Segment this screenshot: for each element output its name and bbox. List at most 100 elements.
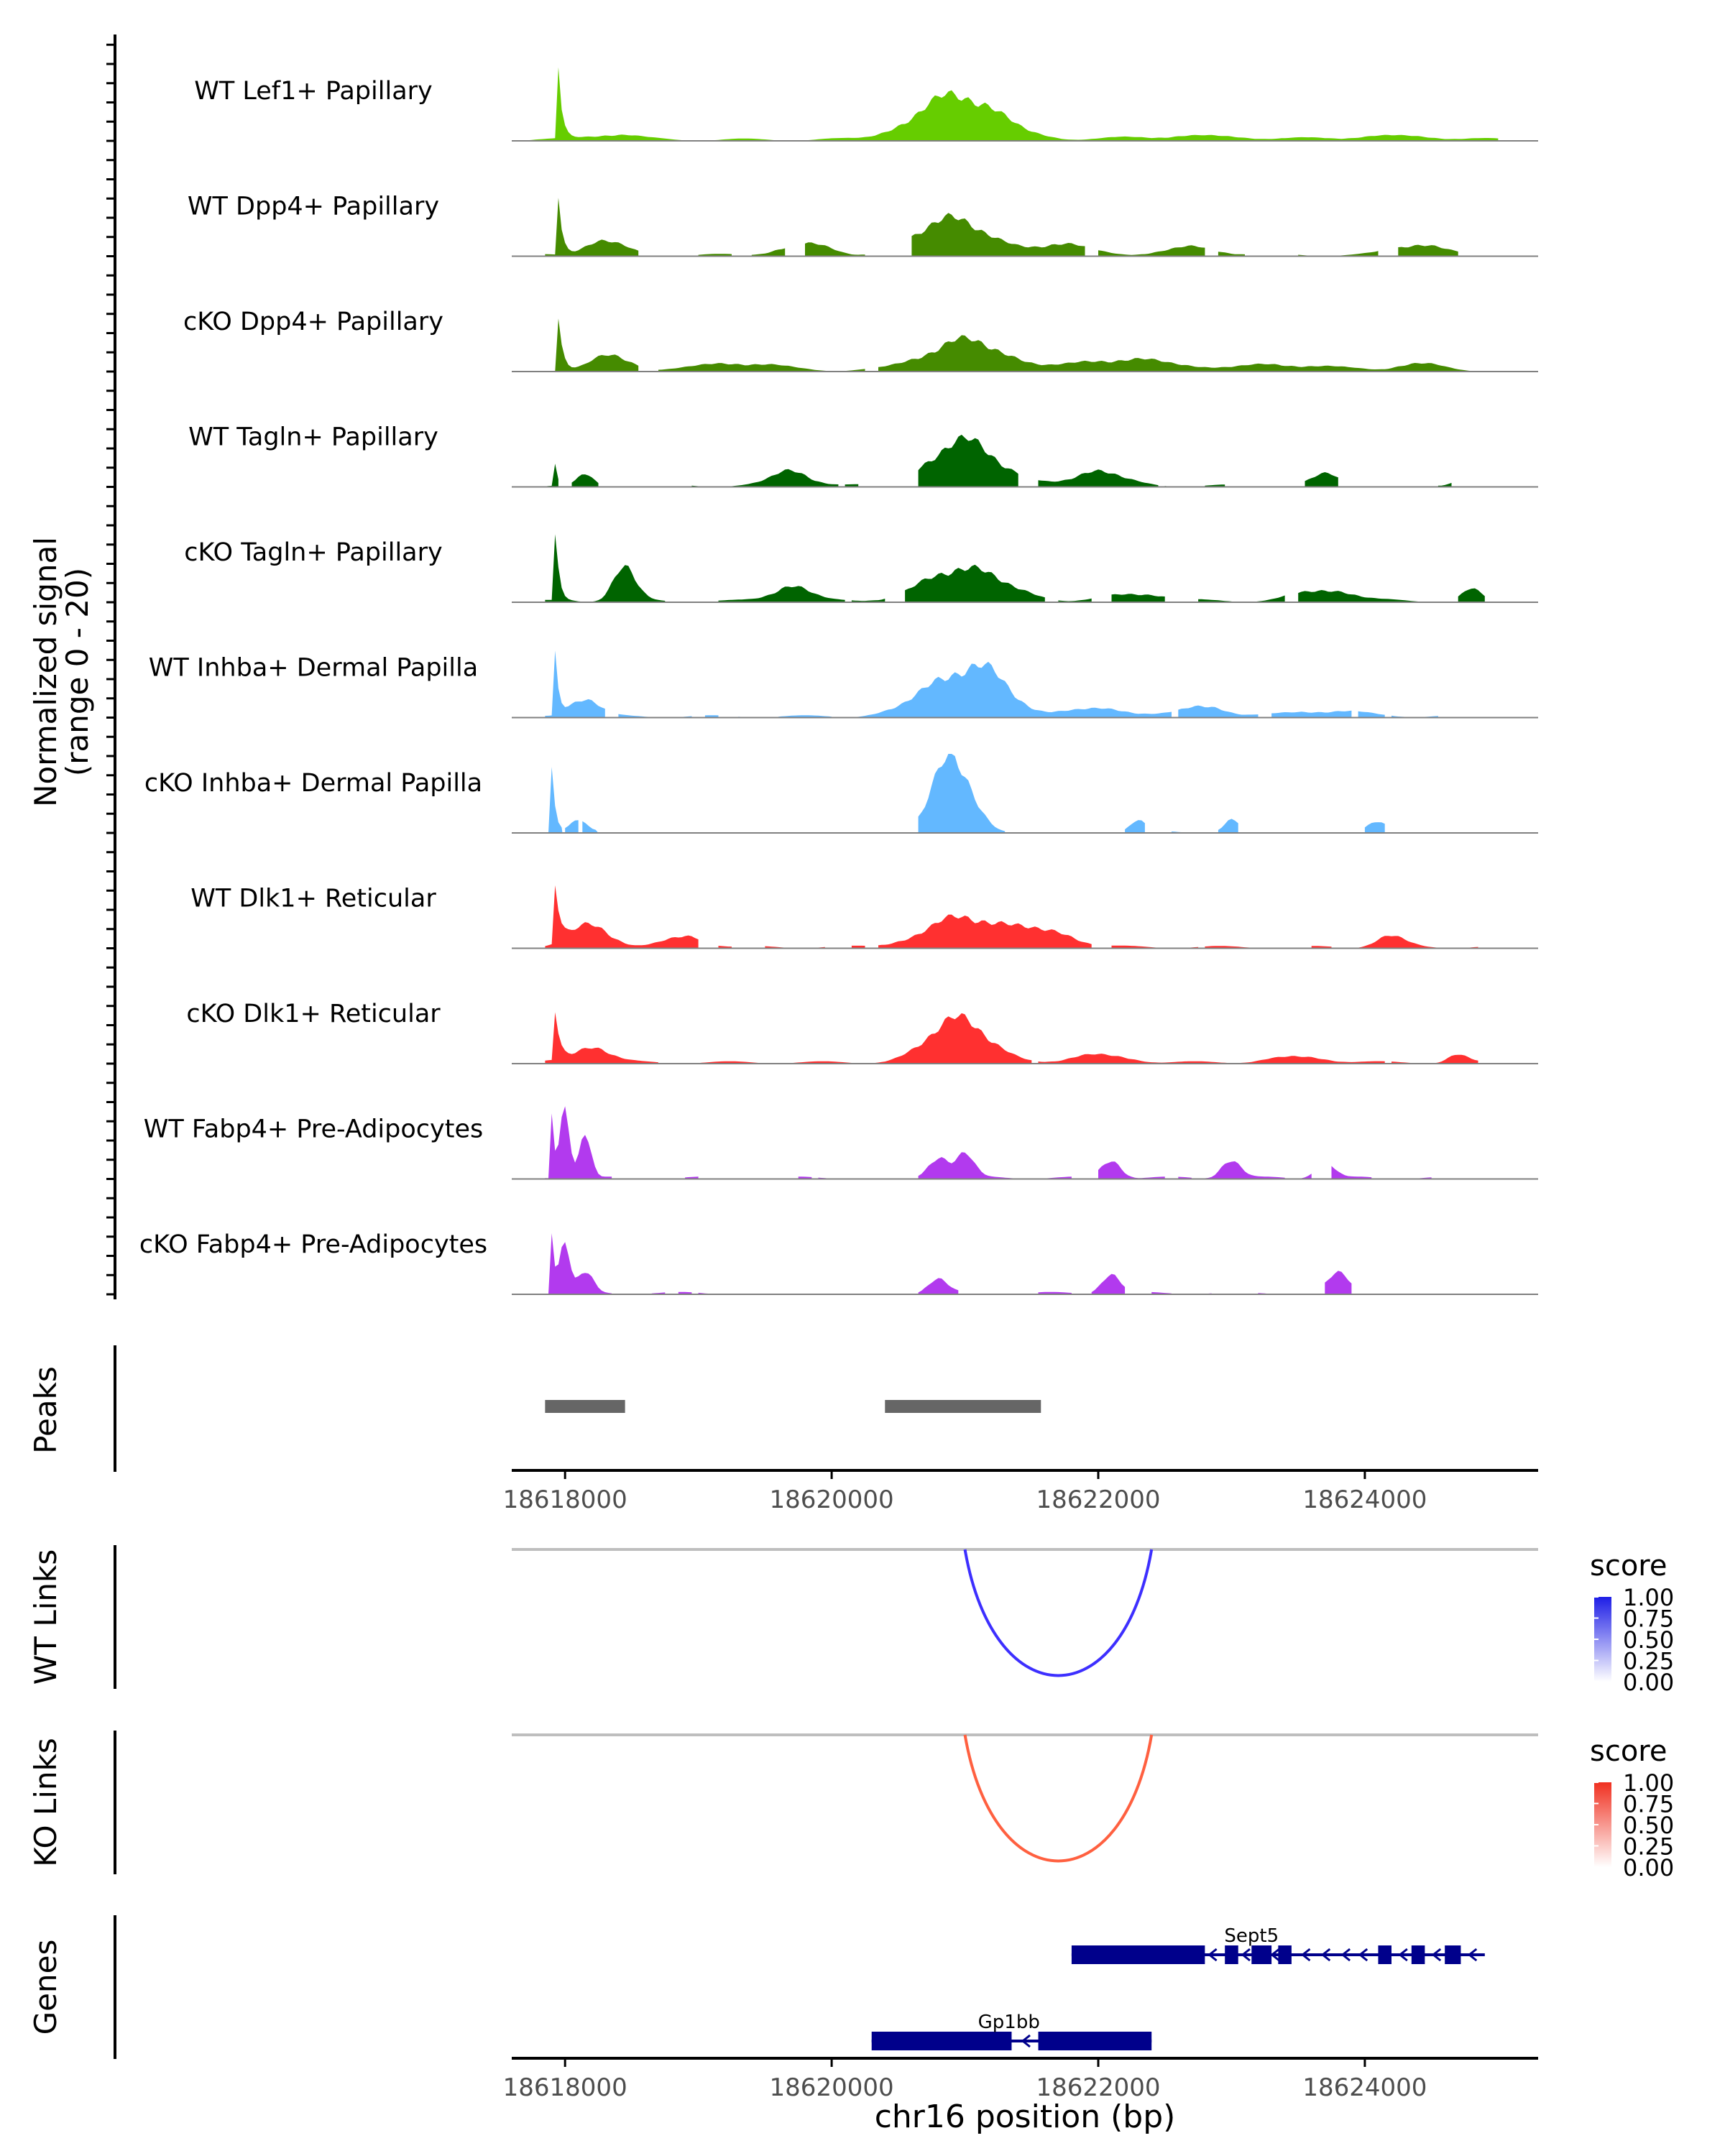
track-label-wt-dpp4-papillary: WT Dpp4+ Papillary: [188, 193, 439, 221]
coverage-track-wt-tagln-papillary: WT Tagln+ Papillary: [188, 423, 1538, 488]
coverage-y-axis: [106, 34, 116, 1299]
peak-region: [885, 1400, 1041, 1413]
strand-arrow: [1021, 2034, 1031, 2048]
coverage-panel: Normalized signal (range 0 - 20) WT Lef1…: [28, 34, 1538, 1299]
coverage-track-cko-fabp4-pre-adipocytes: cKO Fabp4+ Pre-Adipocytes: [139, 1230, 1538, 1295]
track-label-wt-inhba-dermal-papilla: WT Inhba+ Dermal Papilla: [149, 654, 478, 683]
x-axis-title: chr16 position (bp): [875, 2099, 1176, 2135]
wt-legend-ticks: 1.000.750.500.250.00: [1594, 1584, 1674, 1696]
gene-exon: [1278, 1945, 1292, 1964]
strand-arrow: [1431, 1948, 1442, 1962]
coverage-track-cko-inhba-dermal-papilla: cKO Inhba+ Dermal Papilla: [144, 754, 1538, 834]
ko-legend-title: score: [1590, 1735, 1667, 1768]
track-label-wt-fabp4-pre-adipocytes: WT Fabp4+ Pre-Adipocytes: [144, 1115, 483, 1144]
peaks-panel: Peaks 18618000 18620000 18622000 18624000: [28, 1345, 1538, 1514]
legend-tick-label: 1.00: [1623, 1769, 1674, 1797]
peaks-x-tick-label: 18618000: [503, 1485, 627, 1514]
coverage-track-cko-dlk1-reticular: cKO Dlk1+ Reticular: [186, 1000, 1538, 1064]
genes-track-label: Genes: [28, 1940, 63, 2035]
peak-region: [545, 1400, 625, 1413]
signal-area-wt-dpp4-papillary: [545, 198, 1458, 257]
track-label-cko-fabp4-pre-adipocytes: cKO Fabp4+ Pre-Adipocytes: [139, 1230, 487, 1259]
peaks-x-tick-label: 18624000: [1302, 1485, 1427, 1514]
legend-tick-label: 0.00: [1623, 1854, 1674, 1881]
track-label-cko-dpp4-papillary: cKO Dpp4+ Papillary: [183, 308, 443, 336]
legend-tick-label: 0.25: [1623, 1648, 1674, 1675]
coverage-track-wt-dlk1-reticular: WT Dlk1+ Reticular: [190, 885, 1538, 949]
legend-tick-label: 0.50: [1623, 1812, 1674, 1839]
ko-legend-ticks: 1.000.750.500.250.00: [1594, 1769, 1674, 1881]
genes-x-tick-label: 18624000: [1302, 2073, 1427, 2102]
genes-x-tick-label: 18618000: [503, 2073, 627, 2102]
strand-arrow: [1398, 1948, 1408, 1962]
legend-tick-label: 0.25: [1623, 1833, 1674, 1861]
track-label-wt-dlk1-reticular: WT Dlk1+ Reticular: [190, 885, 436, 913]
legend-tick-label: 0.50: [1623, 1626, 1674, 1654]
gene-exon: [1251, 1945, 1272, 1964]
gene-sept5: Sept5: [1071, 1925, 1485, 1964]
ko-links-arc: [963, 1734, 1154, 1863]
coverage-track-cko-dpp4-papillary: cKO Dpp4+ Papillary: [183, 308, 1538, 372]
gene-label: Sept5: [1224, 1925, 1279, 1947]
genes-x-tick-label: 18620000: [770, 2073, 894, 2102]
genes-panel: Genes Sept5 Gp1bb 18618000 18620000 1862200…: [28, 1915, 1538, 2135]
track-label-cko-tagln-papillary: cKO Tagln+ Papillary: [184, 538, 443, 567]
signal-area-cko-dlk1-reticular: [545, 1012, 1478, 1064]
legend-tick-label: 1.00: [1623, 1584, 1674, 1611]
strand-arrow: [1358, 1948, 1368, 1962]
gene-exon: [1225, 1945, 1238, 1964]
signal-area-wt-dlk1-reticular: [545, 885, 1478, 949]
gene-exon: [871, 2032, 1012, 2050]
genes-x-tick-label: 18622000: [1036, 2073, 1160, 2102]
peaks-x-axis: 18618000 18620000 18622000 18624000: [503, 1469, 1538, 1514]
wt-links-track-label: WT Links: [28, 1549, 63, 1685]
signal-area-wt-inhba-dermal-papilla: [545, 650, 1438, 718]
ko-links-legend: score 1.000.750.500.250.00: [1590, 1735, 1674, 1881]
legend-tick-label: 0.75: [1623, 1791, 1674, 1818]
signal-area-cko-dpp4-papillary: [545, 318, 1499, 372]
strand-arrow: [1340, 1948, 1351, 1962]
coverage-track-wt-lef1-papillary: WT Lef1+ Papillary: [194, 67, 1538, 142]
signal-area-wt-fabp4-pre-adipocytes: [545, 1106, 1432, 1179]
genes-x-axis: 18618000 18620000 18622000 18624000: [503, 2057, 1538, 2102]
coverage-track-wt-inhba-dermal-papilla: WT Inhba+ Dermal Papilla: [149, 650, 1538, 719]
coverage-track-wt-dpp4-papillary: WT Dpp4+ Papillary: [188, 193, 1538, 257]
ko-links-track-label: KO Links: [28, 1738, 63, 1867]
signal-area-cko-inhba-dermal-papilla: [545, 754, 1385, 833]
strand-arrow: [1241, 1948, 1251, 1962]
coverage-tracks: WT Lef1+ Papillary WT Dpp4+ Papillary cKO …: [139, 67, 1538, 1295]
coverage-ylabel-line1: Normalized signal: [28, 537, 63, 807]
peaks-track-label: Peaks: [28, 1366, 63, 1454]
strand-arrow: [1467, 1948, 1478, 1962]
coverage-track-wt-fabp4-pre-adipocytes: WT Fabp4+ Pre-Adipocytes: [144, 1106, 1538, 1180]
gene-exon: [1378, 1945, 1392, 1964]
signal-area-wt-tagln-papillary: [545, 434, 1452, 487]
signal-area-cko-fabp4-pre-adipocytes: [545, 1233, 1352, 1294]
gene-gp1bb: Gp1bb: [871, 2012, 1152, 2050]
track-label-wt-lef1-papillary: WT Lef1+ Papillary: [194, 77, 433, 106]
coverage-track-cko-tagln-papillary: cKO Tagln+ Papillary: [184, 534, 1538, 603]
track-label-wt-tagln-papillary: WT Tagln+ Papillary: [188, 423, 438, 452]
track-label-cko-dlk1-reticular: cKO Dlk1+ Reticular: [186, 1000, 441, 1028]
strand-arrow: [1320, 1948, 1331, 1962]
peaks-x-tick-label: 18620000: [770, 1485, 894, 1514]
strand-arrow: [1270, 1948, 1280, 1962]
gene-exon: [1445, 1945, 1461, 1964]
gene-label: Gp1bb: [978, 2012, 1040, 2033]
coverage-ylabel-line2: (range 0 - 20): [60, 568, 95, 776]
links-panels: WT Links KO Links score 1.000.750.500.25…: [28, 1545, 1674, 1881]
wt-links-legend: score 1.000.750.500.250.00: [1590, 1549, 1674, 1696]
wt-legend-title: score: [1590, 1549, 1667, 1583]
signal-area-wt-lef1-papillary: [512, 67, 1499, 141]
strand-arrow: [1208, 1948, 1218, 1962]
gene-exon: [1038, 2032, 1152, 2050]
wt-links-arc: [963, 1549, 1154, 1677]
strand-arrow: [1301, 1948, 1311, 1962]
link-arcs: [512, 1548, 1538, 1863]
gene-exon: [1411, 1945, 1425, 1964]
legend-tick-label: 0.75: [1623, 1606, 1674, 1633]
legend-tick-label: 0.00: [1623, 1669, 1674, 1696]
gene-exon: [1071, 1945, 1205, 1964]
track-label-cko-inhba-dermal-papilla: cKO Inhba+ Dermal Papilla: [144, 769, 482, 798]
